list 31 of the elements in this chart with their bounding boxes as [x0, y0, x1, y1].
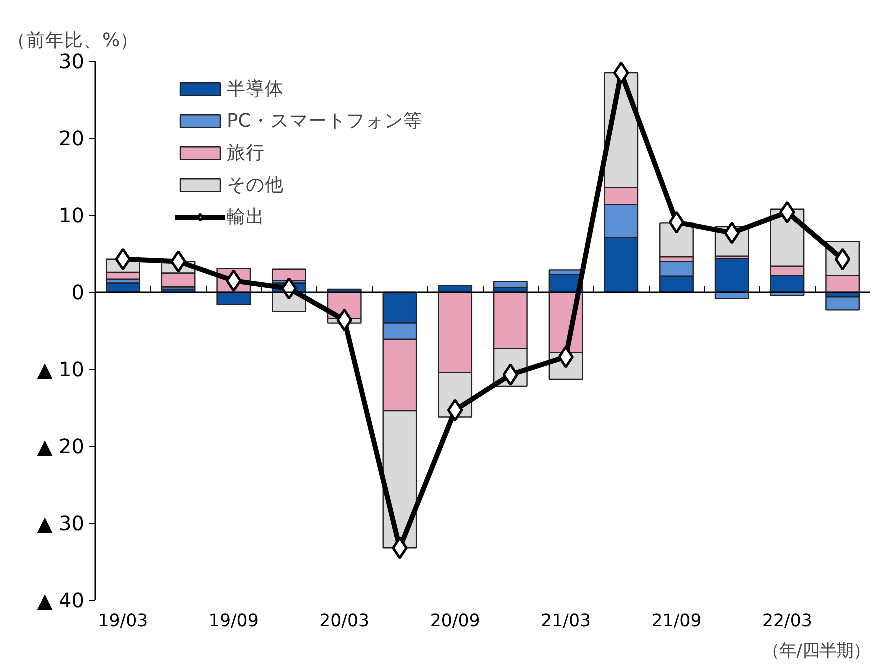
y-axis-title: （前年比、%）: [8, 30, 140, 52]
x-tick-label: 20/03: [320, 612, 370, 632]
x-tick-label: 21/03: [541, 612, 592, 632]
point: [613, 62, 630, 84]
y-tick-label: ▲ 20: [37, 434, 84, 458]
y-tick-label: 0: [72, 280, 85, 304]
point: [281, 277, 298, 300]
legend-label: 輸出: [227, 206, 265, 230]
point: [115, 248, 132, 271]
bar: [493, 281, 528, 288]
x-tick-label: 20/09: [430, 612, 480, 632]
text: （年/四半期）: [762, 642, 871, 662]
bar: [272, 268, 306, 282]
y-tick-label: 20: [59, 126, 85, 150]
bar: [826, 296, 860, 311]
point: [447, 399, 464, 422]
y-tick-label: ▲ 10: [37, 358, 84, 382]
y-tick-label: ▲ 30: [37, 512, 84, 536]
point: [668, 211, 685, 234]
legend-label: 旅行: [227, 142, 265, 166]
legend-label: 半導体: [227, 78, 284, 102]
x-tick-label: 19/03: [98, 612, 148, 632]
y-tick-label: ▲ 40: [37, 588, 84, 612]
x-tick-label: 21/09: [652, 612, 702, 632]
legend-label: その他: [227, 174, 284, 198]
y-tick-label: 30: [59, 50, 85, 74]
x-tick-label: 19/09: [208, 612, 259, 632]
legend-label: PC・スマートフォン等: [227, 110, 422, 134]
x-tick-label: 22/03: [762, 612, 812, 632]
point: [336, 308, 353, 332]
y-tick-label: 10: [59, 204, 85, 228]
